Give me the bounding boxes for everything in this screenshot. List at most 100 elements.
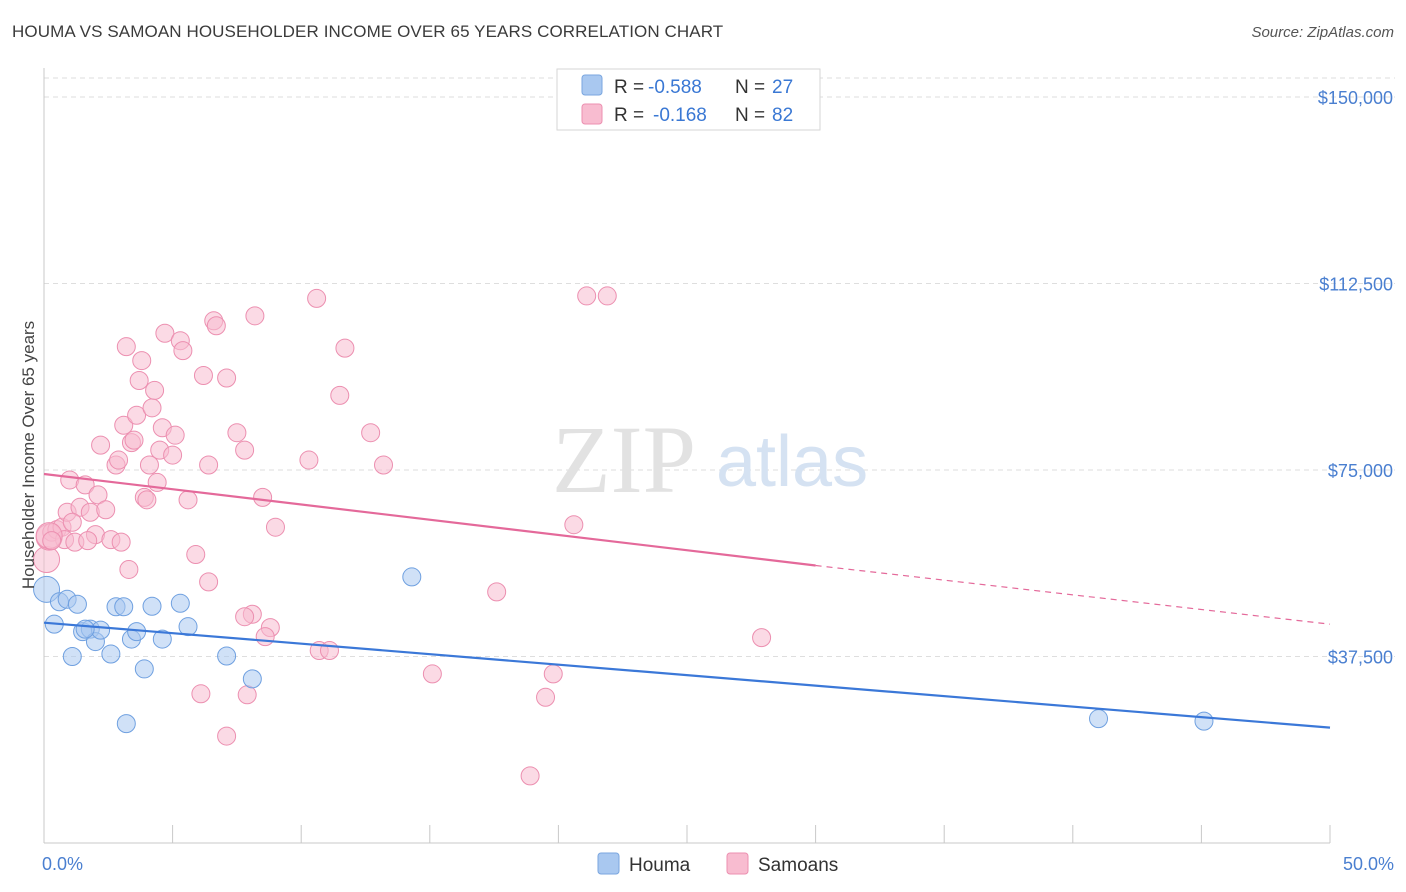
- legend-swatch-houma: [581, 74, 603, 96]
- legend-label-samoans: Samoans: [758, 855, 838, 876]
- legend-correlation: R = -0.588 N = 27 R = -0.168 N = 82: [556, 68, 821, 131]
- point-samoans: [165, 425, 185, 445]
- point-samoans: [422, 664, 442, 684]
- chart-source: Source: ZipAtlas.com: [1251, 24, 1394, 41]
- y-axis-label: Householder Income Over 65 years: [19, 321, 38, 589]
- point-houma: [75, 619, 95, 639]
- point-samoans: [752, 628, 772, 648]
- point-houma: [116, 714, 136, 734]
- point-samoans: [487, 582, 507, 602]
- point-samoans: [129, 370, 149, 390]
- y-tick-labels: $37,500 $75,000 $112,500 $150,000: [1318, 88, 1393, 668]
- point-houma: [152, 629, 172, 649]
- trend-line-houma: [43, 621, 1331, 729]
- legend-r-label: R =: [614, 105, 644, 126]
- point-houma: [242, 669, 262, 689]
- point-samoans: [119, 559, 139, 579]
- point-samoans: [564, 515, 584, 535]
- point-samoans: [142, 398, 162, 418]
- y-tick-label: $150,000: [1318, 88, 1393, 108]
- point-samoans: [237, 685, 257, 705]
- legend-n-value: 82: [772, 105, 793, 126]
- point-samoans: [299, 450, 319, 470]
- legend-n-label: N =: [735, 105, 765, 126]
- point-samoans: [186, 545, 206, 565]
- x-tick-label: 50.0%: [1343, 854, 1394, 874]
- point-samoans: [111, 532, 131, 552]
- legend-swatch-samoans: [726, 852, 749, 875]
- point-samoans: [88, 485, 108, 505]
- point-samoans: [199, 572, 219, 592]
- point-samoans: [253, 487, 273, 507]
- chart-title: HOUMA VS SAMOAN HOUSEHOLDER INCOME OVER …: [12, 22, 724, 41]
- point-samoans: [543, 664, 563, 684]
- trend-line-samoans-extrapolated: [815, 564, 1331, 625]
- legend-swatch-samoans: [581, 103, 603, 125]
- point-samoans: [132, 351, 152, 371]
- y-tick-label: $75,000: [1328, 461, 1393, 481]
- point-samoans: [139, 455, 159, 475]
- point-samoans: [127, 405, 147, 425]
- point-samoans: [124, 430, 144, 450]
- point-samoans: [536, 687, 556, 707]
- point-samoans: [137, 490, 157, 510]
- legend-swatch-houma: [597, 852, 620, 875]
- y-tick-label: $112,500: [1319, 275, 1393, 295]
- point-houma: [170, 593, 190, 613]
- point-samoans: [109, 450, 129, 470]
- point-samoans: [577, 286, 597, 306]
- point-samoans: [520, 766, 540, 786]
- point-samoans: [163, 445, 183, 465]
- point-samoans: [155, 323, 175, 343]
- point-samoans: [235, 440, 255, 460]
- point-samoans: [255, 627, 275, 647]
- point-houma: [134, 659, 154, 679]
- legend-row-houma: R = -0.588 N = 27: [581, 74, 793, 98]
- point-houma: [217, 646, 237, 666]
- point-samoans: [217, 726, 237, 746]
- point-samoans: [227, 423, 247, 443]
- legend-r-label: R =: [614, 77, 644, 98]
- point-houma: [142, 596, 162, 616]
- y-tick-label: $37,500: [1328, 648, 1393, 668]
- trend-line-samoans: [43, 472, 816, 567]
- point-samoans: [330, 385, 350, 405]
- point-samoans: [96, 500, 116, 520]
- data-points: [33, 286, 1214, 786]
- x-tick-labels: 0.0% 50.0%: [42, 854, 1394, 874]
- point-samoans: [206, 316, 226, 336]
- legend-r-value: -0.168: [653, 105, 707, 126]
- point-samoans: [193, 366, 213, 386]
- point-samoans: [245, 306, 265, 326]
- point-samoans: [199, 455, 219, 475]
- point-houma: [1194, 711, 1214, 731]
- point-samoans: [597, 286, 617, 306]
- point-samoans: [114, 415, 134, 435]
- point-houma: [67, 594, 87, 614]
- point-samoans: [374, 455, 394, 475]
- point-samoans: [91, 435, 111, 455]
- trend-lines: [43, 472, 1331, 729]
- point-samoans: [217, 368, 237, 388]
- point-samoans: [335, 338, 355, 358]
- point-samoans: [173, 341, 193, 361]
- point-houma: [402, 567, 422, 587]
- point-houma: [101, 644, 121, 664]
- point-samoans: [361, 423, 381, 443]
- legend-n-label: N =: [735, 77, 765, 98]
- point-samoans: [191, 684, 211, 704]
- point-samoans: [319, 641, 339, 661]
- point-samoans: [42, 531, 62, 551]
- point-samoans: [307, 288, 327, 308]
- point-houma: [178, 617, 198, 637]
- axes: [43, 68, 1331, 844]
- legend-n-value: 27: [772, 77, 793, 98]
- legend-r-value: -0.588: [648, 77, 702, 98]
- point-samoans: [78, 531, 98, 551]
- legend-row-samoans: R = -0.168 N = 82: [581, 103, 793, 126]
- point-samoans: [116, 337, 136, 357]
- point-samoans: [265, 517, 285, 537]
- legend-series: Houma Samoans: [597, 852, 838, 876]
- watermark-zip: ZIP: [552, 406, 696, 513]
